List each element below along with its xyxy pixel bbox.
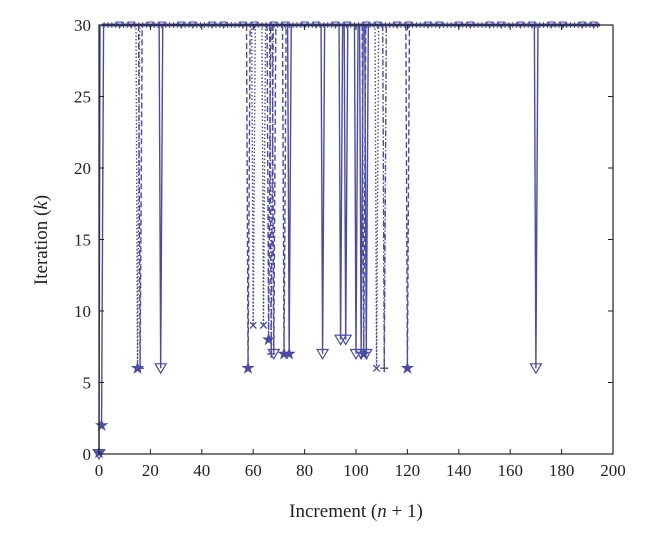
y-tick-label: 25 bbox=[74, 88, 91, 107]
x-tick-label: 40 bbox=[193, 461, 210, 480]
drop-point bbox=[136, 364, 145, 373]
x-tick-label: 180 bbox=[549, 461, 575, 480]
drop-line bbox=[353, 24, 359, 354]
drop-point bbox=[372, 364, 381, 372]
x-tick-label: 100 bbox=[343, 461, 369, 480]
y-tick-label: 30 bbox=[74, 16, 91, 35]
drop-line bbox=[374, 24, 380, 369]
drop-line bbox=[364, 24, 370, 354]
drop-point bbox=[267, 348, 281, 361]
drop-point bbox=[316, 348, 330, 361]
start-point bbox=[94, 418, 109, 432]
drop-line bbox=[320, 24, 326, 354]
x-tick-label: 80 bbox=[296, 461, 313, 480]
drop-line bbox=[245, 24, 251, 369]
drop-line bbox=[533, 24, 539, 369]
y-tick-label: 0 bbox=[83, 445, 92, 464]
drop-point bbox=[241, 361, 255, 374]
drop-line bbox=[286, 24, 292, 354]
drop-point bbox=[380, 364, 389, 373]
drop-line bbox=[158, 24, 164, 369]
x-tick-label: 140 bbox=[446, 461, 472, 480]
drop-point bbox=[154, 363, 168, 375]
drop-point bbox=[261, 332, 276, 346]
drop-point bbox=[282, 346, 296, 360]
y-axis-ticks: 0 5 10 15 20 25 30 bbox=[74, 16, 613, 464]
drop-line bbox=[281, 24, 287, 354]
drop-line bbox=[250, 24, 256, 326]
y-tick-label: 15 bbox=[74, 231, 91, 250]
y-tick-label: 10 bbox=[74, 302, 91, 321]
drop-point bbox=[259, 321, 268, 329]
drop-line bbox=[382, 24, 388, 369]
drop-line bbox=[271, 24, 277, 354]
drop-point bbox=[339, 334, 353, 346]
x-axis-ticks: 0 20 40 60 80 100 120 140 160 180 200 bbox=[95, 25, 626, 480]
drop-point bbox=[249, 321, 257, 329]
chart-marks bbox=[92, 21, 601, 461]
x-tick-label: 20 bbox=[142, 461, 159, 480]
drop-point bbox=[359, 348, 373, 361]
drop-line bbox=[405, 24, 411, 369]
x-tick-label: 200 bbox=[600, 461, 626, 480]
x-axis-label: Increment (n + 1) bbox=[289, 501, 423, 522]
drop-point bbox=[400, 361, 415, 374]
drop-point bbox=[529, 363, 543, 375]
y-tick-label: 5 bbox=[83, 374, 92, 393]
x-tick-label: 160 bbox=[497, 461, 523, 480]
series-line bbox=[100, 24, 105, 426]
y-tick-label: 20 bbox=[74, 159, 91, 178]
y-axis-label: Iteration (k) bbox=[31, 195, 52, 285]
x-tick-label: 60 bbox=[245, 461, 262, 480]
drop-line bbox=[261, 24, 267, 326]
x-tick-label: 0 bbox=[95, 461, 104, 480]
x-tick-label: 120 bbox=[395, 461, 421, 480]
drop-line bbox=[343, 24, 349, 340]
drop-line bbox=[338, 24, 344, 340]
